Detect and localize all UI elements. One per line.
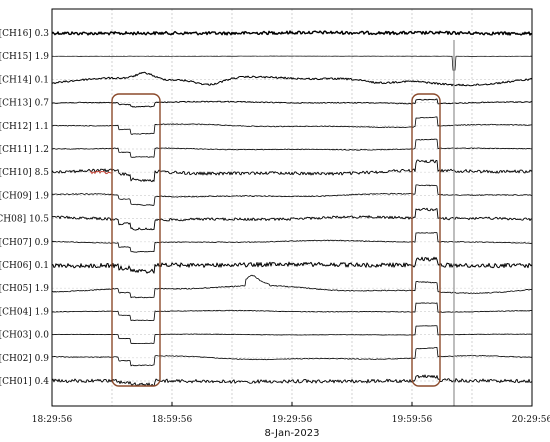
highlight-window xyxy=(111,93,161,387)
channel-trace xyxy=(51,347,533,367)
x-tick-label: 20:29:56 xyxy=(512,415,550,425)
channel-label: [CH05] 1.9 xyxy=(0,284,49,294)
channel-trace-highlight xyxy=(89,170,113,175)
channel-label: [CH01] 0.4 xyxy=(0,377,49,387)
x-tick-label: 18:29:56 xyxy=(32,415,73,425)
channel-trace xyxy=(51,232,533,253)
vertical-grid-lines xyxy=(111,9,473,406)
x-tick-label: 19:59:56 xyxy=(392,415,433,425)
plot-frame xyxy=(51,8,533,407)
channel-label: [CH08] 10.5 xyxy=(0,215,49,225)
x-axis-label: 8-Jan-2023 xyxy=(265,428,320,439)
channel-label: [CH07] 0.9 xyxy=(0,238,49,248)
channel-label: [CH12] 1.1 xyxy=(0,122,49,132)
channel-label: [CH16] 0.3 xyxy=(0,29,49,39)
channel-trace xyxy=(51,30,533,36)
channel-label: [CH15] 1.9 xyxy=(0,52,49,62)
channel-trace xyxy=(51,138,533,158)
channel-label: [CH03] 0.0 xyxy=(0,331,49,341)
channel-trace xyxy=(51,184,533,207)
highlight-window xyxy=(411,93,441,387)
x-tick-label: 18:59:56 xyxy=(152,415,193,425)
channel-trace xyxy=(51,374,533,387)
channel-labels: [CH16] 0.3 [CH15] 1.9 [CH14] 0.1 [CH13] 0.7… xyxy=(0,29,49,387)
channel-trace xyxy=(51,207,533,231)
channel-label: [CH06] 0.1 xyxy=(0,261,49,271)
channel-trace xyxy=(51,256,533,274)
x-tick-label: 19:29:56 xyxy=(272,415,313,425)
channel-trace xyxy=(51,159,533,183)
channel-trace xyxy=(51,274,533,299)
channel-label: [CH02] 0.9 xyxy=(0,354,49,364)
channel-label: [CH10] 8.5 xyxy=(0,168,49,178)
channel-label: [CH04] 1.9 xyxy=(0,307,49,317)
channel-label: [CH14] 0.1 xyxy=(0,75,49,85)
channel-trace xyxy=(51,55,533,71)
channel-trace xyxy=(51,116,533,135)
channel-label: [CH13] 0.7 xyxy=(0,99,49,109)
highlight-windows xyxy=(111,93,441,387)
channel-trace xyxy=(51,302,533,321)
channel-trace xyxy=(51,325,533,345)
channel-traces xyxy=(51,30,533,406)
channel-label: [CH09] 1.9 xyxy=(0,191,49,201)
channel-label: [CH11] 1.2 xyxy=(0,145,49,155)
channel-trace xyxy=(51,71,533,87)
channel-trace xyxy=(51,98,533,108)
